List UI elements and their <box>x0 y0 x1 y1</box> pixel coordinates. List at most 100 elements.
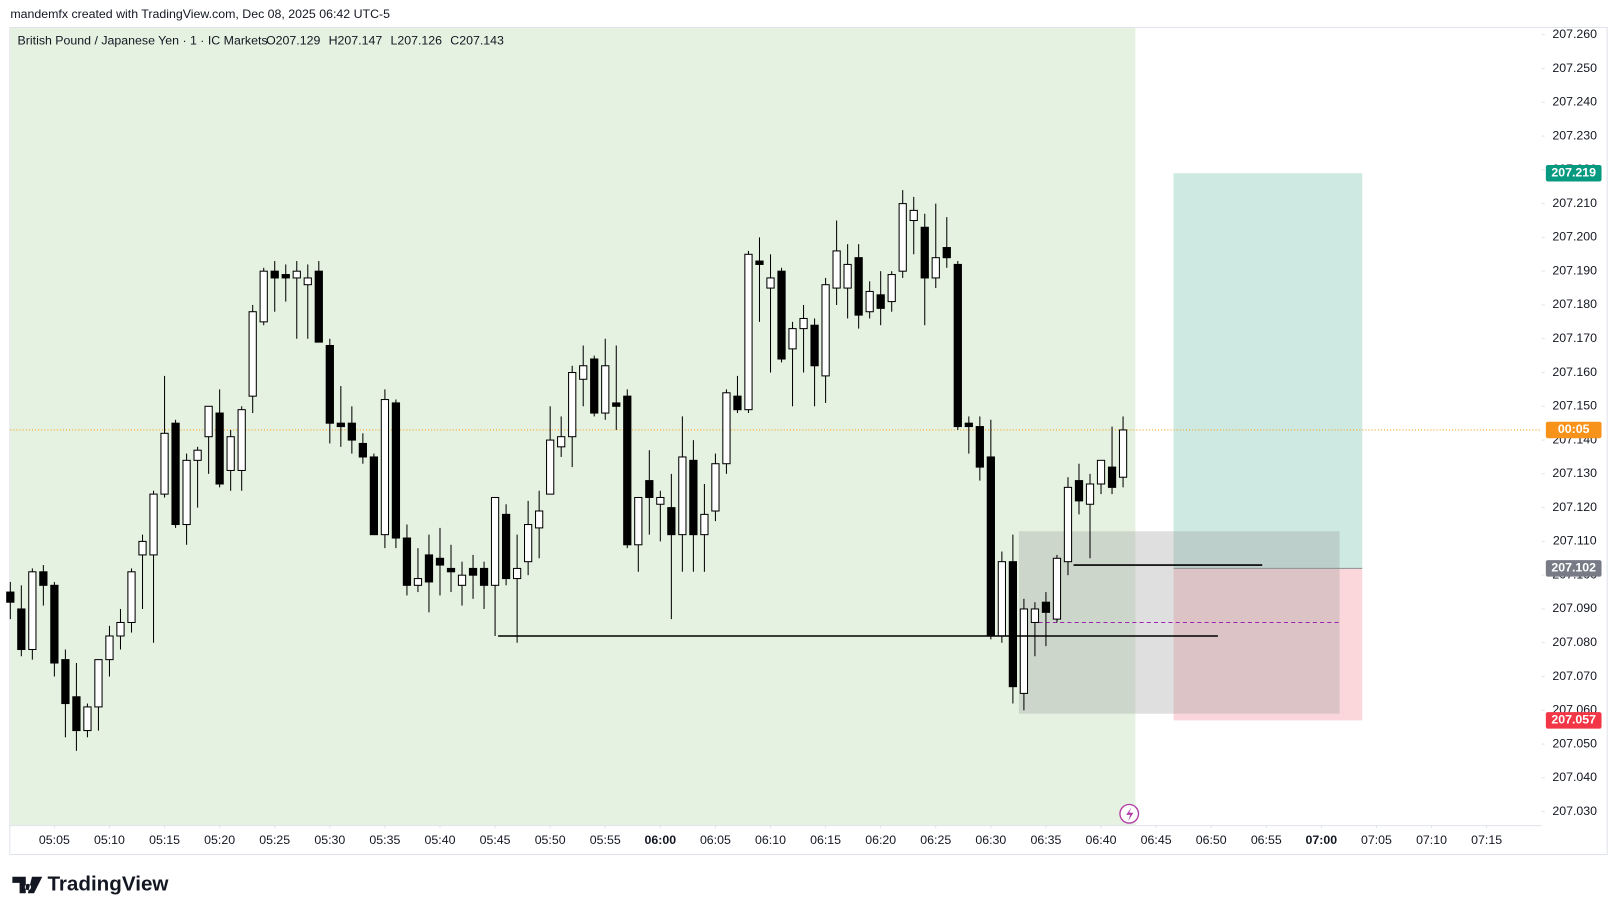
y-tick-label: 207.170 <box>1552 331 1597 345</box>
entry-badge-bg <box>1545 560 1602 577</box>
candle-body <box>226 436 235 471</box>
candle-body <box>413 578 423 586</box>
ohlc-label: L207.126 <box>390 34 442 48</box>
candle-body <box>1052 557 1062 620</box>
candle-body <box>997 561 1006 637</box>
candle-body <box>667 507 676 536</box>
candle-body <box>391 402 401 539</box>
candle-body <box>909 209 918 222</box>
y-tick-label: 207.230 <box>1552 128 1597 142</box>
x-tick-label: 05:05 <box>39 833 70 847</box>
x-tick-label: 06:15 <box>810 833 841 847</box>
candle-body <box>314 270 323 343</box>
x-tick-label: 07:00 <box>1306 833 1338 847</box>
candle-body <box>336 422 345 428</box>
candle-body <box>546 439 555 495</box>
x-tick-label: 06:40 <box>1086 833 1117 847</box>
y-tick-label: 207.250 <box>1552 61 1597 75</box>
candle-body <box>711 463 720 512</box>
x-tick-label: 06:00 <box>645 833 677 847</box>
y-tick-label: 207.210 <box>1552 196 1597 210</box>
x-tick-label: 06:05 <box>700 833 731 847</box>
candle-body <box>28 571 37 651</box>
candle-body <box>512 567 522 580</box>
candle-body <box>755 260 764 265</box>
candle-body <box>237 409 246 471</box>
x-tick-label: 05:40 <box>425 833 456 847</box>
candle-body <box>964 422 973 428</box>
ohlc-label: O207.129 <box>266 34 320 48</box>
x-tick-label: 06:25 <box>920 833 951 847</box>
candle-body <box>887 274 896 303</box>
candle-body <box>1085 483 1095 505</box>
candle-body <box>215 412 224 485</box>
candle-body <box>590 358 599 414</box>
y-tick-label: 207.070 <box>1552 669 1597 683</box>
candle-body <box>744 253 753 411</box>
candle-body <box>700 513 709 536</box>
candle-body <box>171 422 180 526</box>
candle-body <box>83 706 92 732</box>
candle-body <box>204 405 213 438</box>
candle-body <box>524 524 533 563</box>
candle-body <box>777 270 786 360</box>
candle-body <box>468 567 478 576</box>
entry-badge: 207.102 <box>1551 561 1596 575</box>
candle-body <box>920 226 929 279</box>
candle-body <box>810 324 819 367</box>
candle-body <box>270 270 279 279</box>
candle-body <box>105 635 114 661</box>
candle-body <box>116 621 125 637</box>
candle-body <box>72 696 81 732</box>
candle-body <box>733 395 742 411</box>
candle-body <box>1019 608 1029 694</box>
x-tick-label: 05:50 <box>535 833 566 847</box>
candle-body <box>656 496 665 505</box>
candle-body <box>358 442 367 458</box>
candle-body <box>490 496 500 586</box>
candle-body <box>259 270 268 323</box>
candle-body <box>149 493 158 556</box>
y-tick-label: 207.190 <box>1552 263 1597 277</box>
x-tick-label: 07:15 <box>1471 833 1502 847</box>
x-tick-label: 07:05 <box>1361 833 1392 847</box>
x-tick-label: 05:55 <box>590 833 621 847</box>
candle-body <box>821 284 830 377</box>
candle-body <box>248 311 257 397</box>
candle-body <box>138 540 147 556</box>
stop-badge: 207.057 <box>1551 713 1596 727</box>
y-tick-label: 207.150 <box>1552 399 1597 413</box>
candle-body <box>182 459 191 526</box>
candle-body <box>942 247 951 259</box>
candle-body <box>898 203 907 272</box>
candle-body <box>645 480 654 499</box>
x-tick-label: 05:35 <box>369 833 400 847</box>
ohlc-label: C207.143 <box>450 34 504 48</box>
y-tick-label: 207.050 <box>1552 736 1597 750</box>
x-tick-label: 05:25 <box>259 833 290 847</box>
alert-icon-bolt <box>1126 807 1134 822</box>
stop-badge-bg <box>1545 712 1602 729</box>
candle-body <box>424 554 434 583</box>
target-zone <box>1173 173 1363 569</box>
brand-name: TradingView <box>47 872 169 895</box>
candle-body <box>281 274 290 279</box>
x-tick-label: 07:10 <box>1416 833 1447 847</box>
candle-body <box>799 317 808 330</box>
candle-body <box>6 591 15 603</box>
candle-body <box>457 574 467 586</box>
candle-body <box>579 365 588 380</box>
candle-body <box>380 399 390 536</box>
candle-body <box>369 456 379 536</box>
candle-body <box>535 510 544 529</box>
candle-body <box>1118 429 1128 478</box>
ohlc-label: H207.147 <box>329 34 383 48</box>
candle-body <box>678 456 687 536</box>
x-tick-label: 06:45 <box>1141 833 1172 847</box>
y-tick-label: 207.030 <box>1552 804 1597 818</box>
candle-body <box>689 459 698 536</box>
candle-body <box>854 257 863 316</box>
plot-layer: 207.030207.040207.050207.060207.070207.0… <box>6 27 1602 847</box>
candle-body <box>1107 466 1117 488</box>
